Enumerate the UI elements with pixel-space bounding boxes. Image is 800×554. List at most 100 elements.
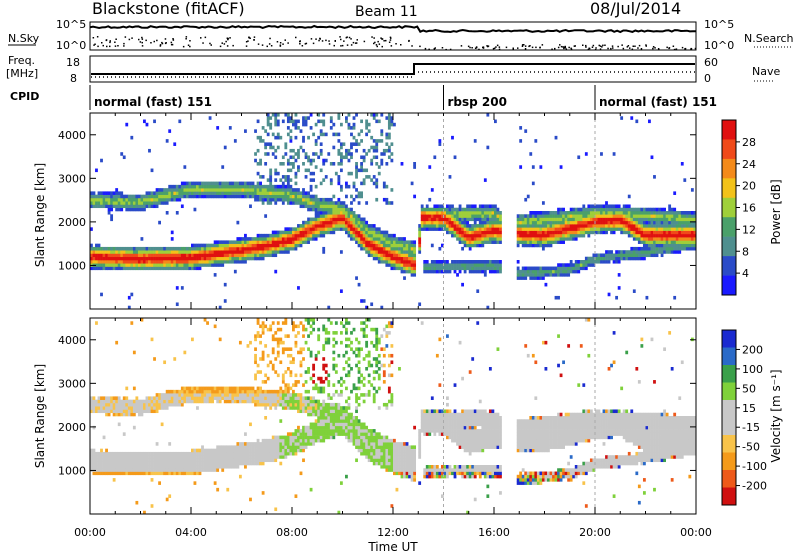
velocity-cell — [137, 458, 141, 463]
power-cell — [541, 276, 545, 280]
velocity-cell — [236, 386, 240, 391]
power-cell — [289, 237, 293, 241]
power-cell — [491, 230, 495, 235]
power-cell — [617, 217, 621, 222]
power-cell — [428, 266, 432, 271]
velocity-cell — [208, 451, 212, 456]
nsearch-point — [341, 44, 344, 47]
power-cell — [276, 191, 280, 195]
power-cell — [468, 207, 472, 212]
power-cell — [216, 263, 220, 267]
power-cell — [256, 188, 260, 192]
power-cell — [610, 224, 613, 228]
cpid-segment-label: rbsp 200 — [448, 95, 507, 109]
power-cell — [468, 240, 472, 244]
power-cell — [117, 194, 121, 199]
velocity-cell — [274, 438, 278, 443]
power-cell — [499, 237, 502, 241]
power-cell — [228, 194, 232, 199]
velocity-cell — [175, 389, 179, 394]
power-cell — [413, 253, 417, 258]
velocity-cell — [92, 425, 96, 430]
power-cell — [642, 243, 646, 248]
velocity-cell — [281, 350, 285, 355]
power-cell — [420, 207, 424, 212]
velocity-cell — [196, 399, 199, 404]
power-cell — [536, 269, 540, 274]
power-cell — [350, 214, 353, 218]
power-cell — [405, 266, 409, 271]
nsearch-point — [390, 37, 392, 39]
power-cell — [97, 256, 101, 261]
power-cell — [625, 217, 629, 222]
nave-label: Nave — [752, 65, 780, 78]
power-cell — [486, 305, 490, 310]
power-cell — [380, 233, 384, 238]
power-cell — [150, 197, 154, 202]
power-cell — [435, 214, 439, 218]
power-cell — [107, 266, 111, 271]
power-cell — [650, 227, 654, 231]
power-cell — [635, 207, 639, 212]
power-cell — [276, 135, 280, 140]
power-cell — [299, 243, 303, 248]
power-cell — [645, 295, 649, 300]
power-cell — [264, 250, 268, 254]
power-cell — [246, 243, 250, 248]
power-cell — [355, 171, 358, 176]
power-cell — [605, 253, 608, 258]
velocity-cell — [95, 471, 98, 476]
velocity-cell — [228, 448, 232, 453]
nsearch-point — [202, 42, 204, 44]
velocity-cell — [173, 399, 177, 404]
velocity-cell — [281, 448, 285, 453]
power-cell — [292, 201, 295, 205]
nsearch-point — [270, 45, 273, 47]
velocity-cell — [246, 386, 250, 391]
power-cell — [584, 207, 588, 212]
power-cell — [175, 286, 179, 290]
power-cell — [324, 217, 328, 222]
power-cell — [292, 230, 295, 235]
power-cell — [299, 233, 303, 238]
power-cell — [410, 260, 414, 264]
power-cell — [292, 155, 295, 160]
power-cell — [299, 194, 303, 199]
power-cell — [476, 269, 480, 274]
power-cell — [312, 158, 316, 163]
power-cell — [201, 188, 204, 192]
power-cell — [632, 233, 636, 238]
power-cell — [582, 224, 586, 228]
power-cell — [175, 211, 179, 215]
velocity-cell — [150, 409, 154, 414]
power-cell — [294, 171, 298, 176]
power-cell — [574, 263, 578, 267]
velocity-cell — [196, 461, 199, 466]
power-cell — [547, 243, 550, 248]
velocity-cell — [135, 455, 139, 459]
velocity-cell — [110, 396, 114, 400]
velocity-cell — [120, 451, 124, 456]
power-cell — [259, 135, 262, 140]
power-cell — [410, 250, 414, 254]
power-cell — [541, 240, 545, 244]
power-cell — [461, 282, 464, 287]
power-cell — [595, 204, 598, 209]
power-cell — [569, 217, 573, 222]
power-cell — [476, 224, 480, 228]
power-cell — [433, 204, 437, 209]
power-cell — [211, 243, 215, 248]
power-cell — [637, 250, 641, 254]
velocity-cell — [244, 455, 247, 459]
power-cell — [377, 240, 381, 244]
power-cell — [115, 266, 119, 271]
power-cell — [390, 152, 394, 156]
velocity-cell — [292, 432, 295, 436]
velocity-cell — [145, 406, 149, 410]
power-cell — [524, 243, 528, 248]
power-cell — [266, 119, 270, 124]
nsearch-point — [400, 44, 402, 46]
power-cell — [266, 152, 270, 156]
velocity-cell — [279, 442, 283, 446]
power-cell — [137, 194, 141, 199]
